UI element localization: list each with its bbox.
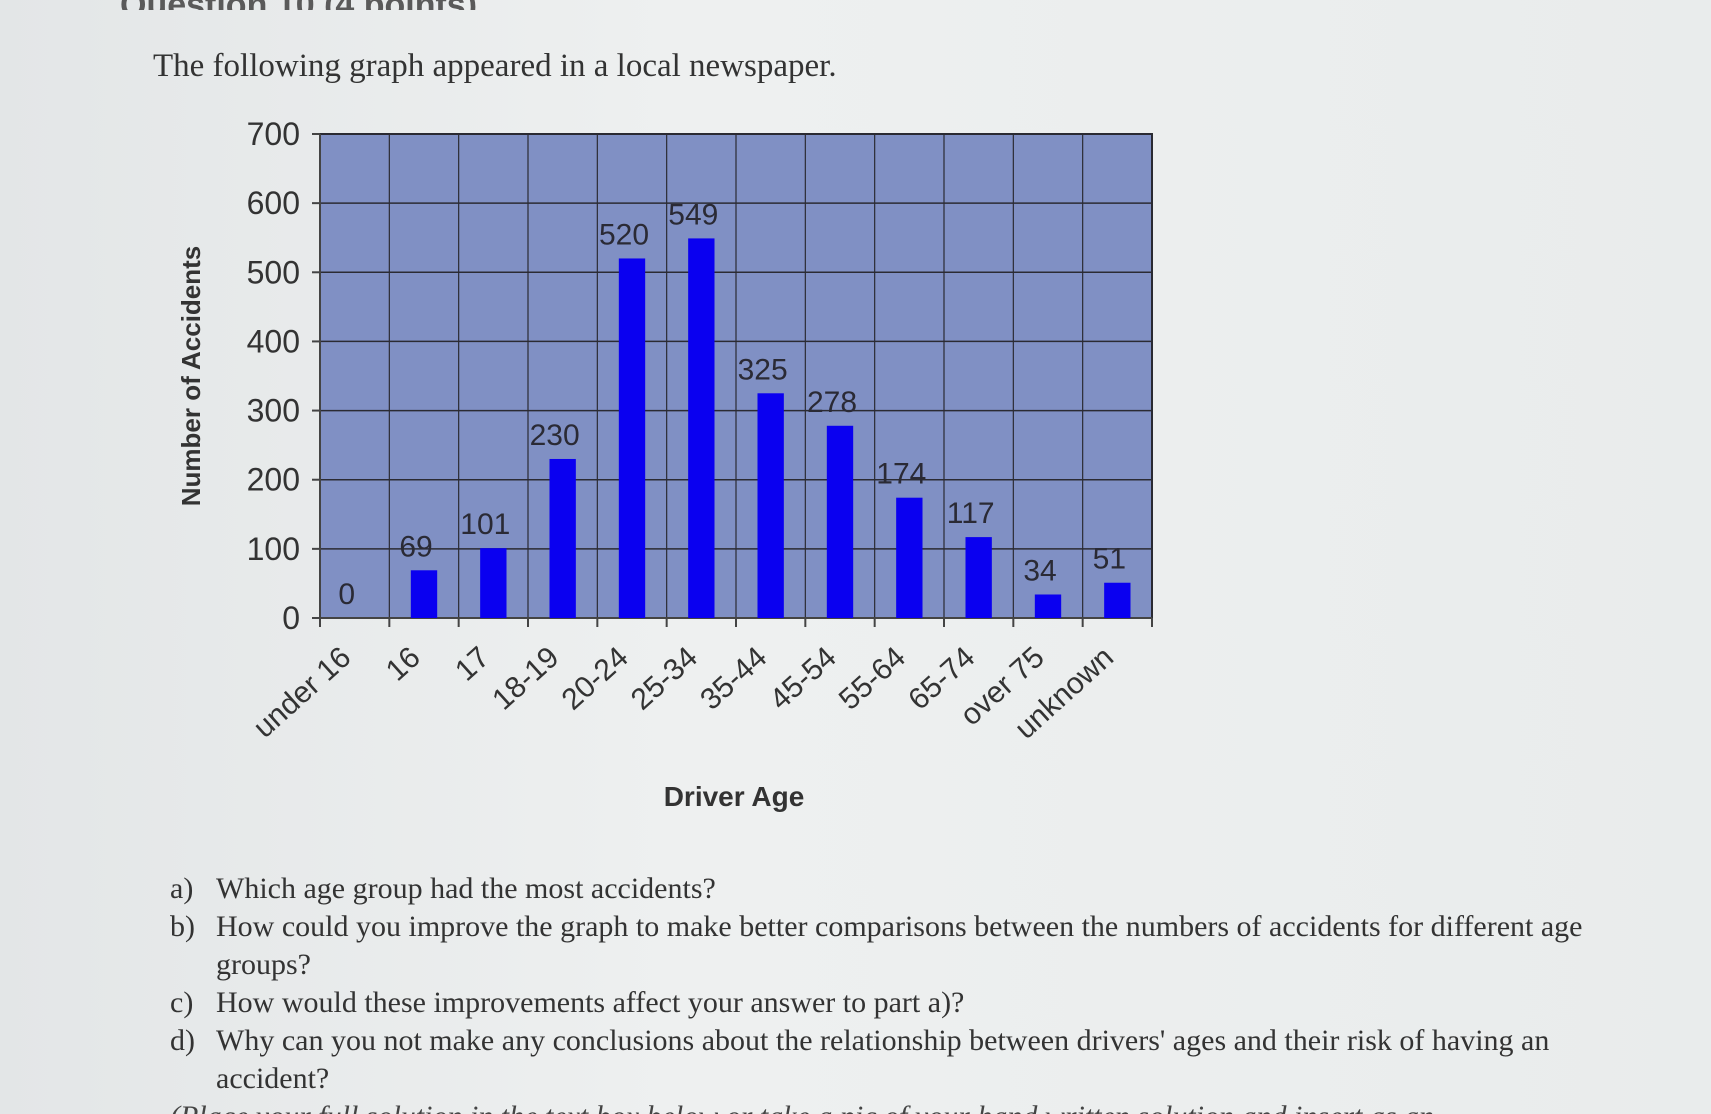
bar [688, 238, 715, 619]
instructions-cutoff: (Place your full solution in the text bo… [170, 1100, 1610, 1114]
y-tick-label: 100 [247, 531, 300, 567]
x-tick-label: 18-19 [486, 641, 565, 717]
data-label: 520 [599, 218, 649, 251]
data-label: 549 [668, 198, 718, 231]
question-text: How could you improve the graph to make … [216, 910, 1583, 981]
data-label: 101 [460, 508, 510, 541]
question-list: a) Which age group had the most accident… [170, 870, 1610, 1098]
question-item: a) Which age group had the most accident… [170, 870, 1610, 908]
x-tick-label: 35-44 [694, 641, 773, 717]
x-tick-label: 16 [380, 641, 427, 688]
y-tick-label: 500 [247, 254, 300, 290]
data-label: 325 [738, 353, 788, 386]
bar [549, 458, 576, 618]
question-item: d) Why can you not make any conclusions … [170, 1022, 1610, 1098]
bar [826, 425, 854, 618]
x-tick-label: 20-24 [556, 641, 635, 717]
data-label: 0 [338, 578, 355, 611]
data-label: 34 [1023, 554, 1056, 587]
bar [896, 497, 923, 618]
question-letter: c) [170, 986, 194, 1019]
question-item: b) How could you improve the graph to ma… [170, 908, 1610, 984]
x-tick-label: 25-34 [625, 641, 704, 717]
y-tick-label: 400 [247, 323, 300, 359]
question-letter: a) [170, 872, 194, 905]
x-tick-label: 17 [449, 641, 496, 688]
y-tick-label: 700 [247, 116, 300, 152]
question-text: Which age group had the most accidents? [216, 872, 716, 905]
question-letter: d) [170, 1024, 195, 1057]
question-text: How would these improvements affect your… [216, 986, 965, 1019]
bar [410, 570, 438, 618]
bar [480, 548, 507, 618]
question-text: Why can you not make any conclusions abo… [216, 1024, 1550, 1095]
bar [1104, 582, 1131, 618]
x-tick-label: 45-54 [764, 641, 843, 717]
y-tick-label: 600 [247, 185, 300, 221]
x-tick-label: 55-64 [833, 641, 912, 717]
x-tick-label: under 16 [247, 641, 357, 745]
bar [618, 258, 646, 618]
question-item: c) How would these improvements affect y… [170, 984, 1610, 1022]
data-label: 230 [530, 419, 580, 452]
data-label: 117 [947, 497, 995, 530]
data-label: 51 [1093, 543, 1126, 576]
y-axis-title: Number of Accidents [176, 246, 206, 507]
y-tick-label: 300 [247, 393, 300, 429]
bar-chart: 0 100 200 300 400 500 600 700 0 69 101 230 520 549 325… [176, 116, 1153, 812]
intro-text: The following graph appeared in a local … [153, 48, 837, 84]
data-label: 174 [876, 458, 926, 491]
bar [757, 393, 784, 618]
question-header: Question 10 (4 points) [120, 0, 600, 10]
data-label: 278 [807, 386, 857, 419]
bar [1034, 594, 1062, 618]
y-tick-label: 200 [247, 462, 300, 498]
y-tick-label: 0 [282, 600, 300, 636]
x-axis-title: Driver Age [664, 781, 805, 812]
data-label: 69 [399, 530, 432, 563]
bar [965, 537, 992, 618]
question-letter: b) [170, 910, 195, 943]
